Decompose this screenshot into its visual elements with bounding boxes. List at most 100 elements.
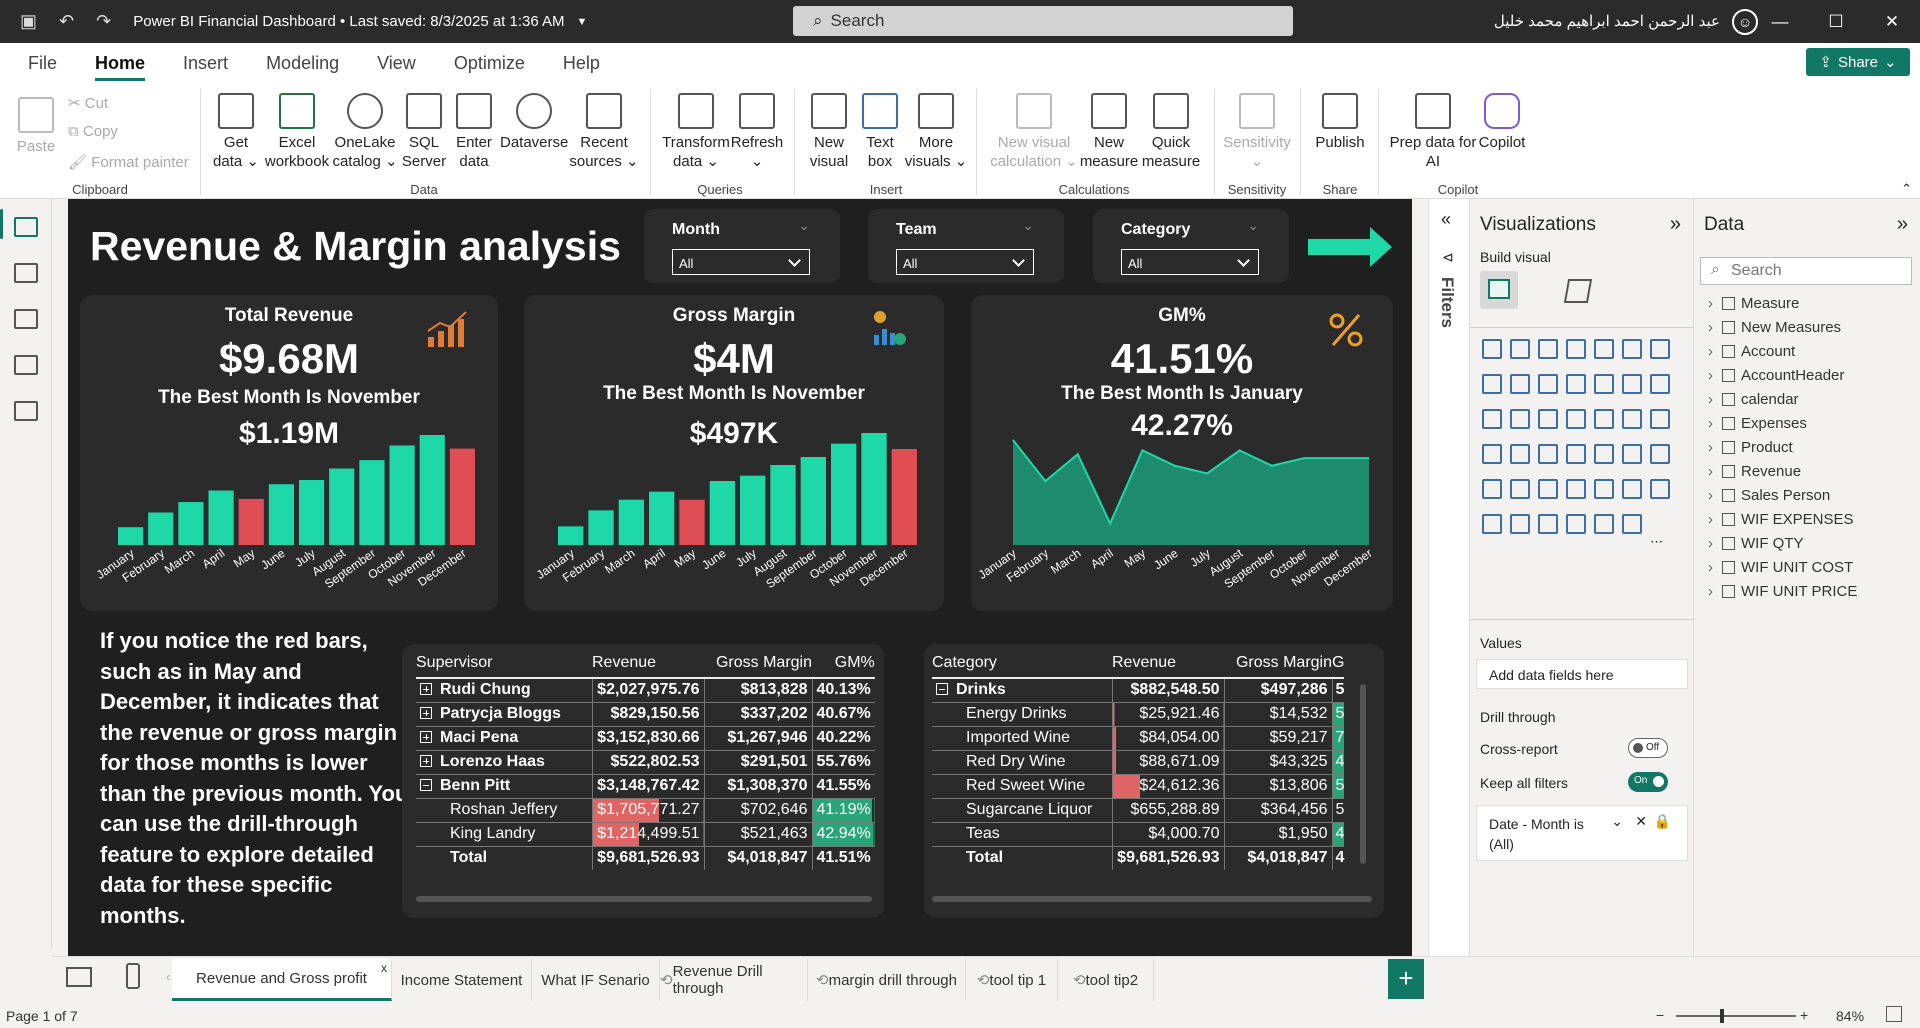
visual-type-icon[interactable] <box>1594 444 1614 464</box>
page-tab[interactable]: ⟲ margin drill through <box>808 959 966 1001</box>
visual-type-icon[interactable] <box>1650 339 1670 359</box>
supervisor-matrix[interactable]: Supervisor Revenue Gross Margin GM% Rudi… <box>402 644 884 918</box>
collapse-pane-icon[interactable]: » <box>1896 213 1908 235</box>
expand-icon[interactable] <box>420 707 432 719</box>
visual-type-icon[interactable] <box>1538 409 1558 429</box>
drill-filter-card[interactable]: Date - Month is (All) ⌄ ✕ 🔒 <box>1476 805 1688 861</box>
cross-report-toggle[interactable]: Off <box>1628 738 1668 758</box>
zoom-out-icon[interactable]: − <box>1656 1007 1665 1023</box>
bar-march[interactable] <box>618 499 644 545</box>
table-row[interactable]: Sugarcane Liquor $655,288.89 $364,456 5 <box>932 798 1345 823</box>
data-table-item[interactable]: Expenses <box>1708 415 1807 432</box>
point-october[interactable] <box>1303 457 1305 459</box>
sql-server-button[interactable]: SQL Server <box>400 93 448 171</box>
visual-type-icon[interactable] <box>1622 479 1642 499</box>
format-painter-button[interactable]: 🖌 Format painter <box>68 153 189 171</box>
table-row[interactable]: Drinks $882,548.50 $497,286 5 <box>932 678 1345 703</box>
bar-october[interactable] <box>389 445 415 545</box>
series-line[interactable] <box>1012 439 1369 526</box>
horizontal-scrollbar[interactable] <box>932 896 1372 902</box>
bar-april[interactable] <box>649 491 675 545</box>
slicer-dropdown[interactable]: All <box>1121 249 1259 275</box>
bar-may[interactable] <box>679 499 705 545</box>
visual-type-icon[interactable] <box>1510 514 1530 534</box>
page-tab[interactable]: What IF Senario <box>532 959 660 1001</box>
point-may[interactable] <box>1141 449 1143 451</box>
visual-type-icon[interactable] <box>1482 374 1502 394</box>
onelake-catalog-button[interactable]: OneLake catalog ⌄ <box>330 93 400 171</box>
col-header[interactable]: Revenue <box>1112 644 1224 679</box>
copilot-button[interactable]: Copilot <box>1470 93 1534 152</box>
copy-button[interactable]: ⧉ Copy <box>68 123 118 140</box>
table-row[interactable]: Red Dry Wine $88,671.09 $43,325 4 <box>932 750 1345 775</box>
visual-type-icon[interactable] <box>1482 339 1502 359</box>
total-revenue-card[interactable]: January February March April May June July Augu… <box>80 295 498 611</box>
visual-type-icon[interactable] <box>1482 409 1502 429</box>
lock-icon[interactable]: 🔒 <box>1653 813 1671 829</box>
bar-july[interactable] <box>740 475 766 545</box>
data-table-item[interactable]: Sales Person <box>1708 487 1830 504</box>
table-row[interactable]: Energy Drinks $25,921.46 $14,532 5 <box>932 702 1345 727</box>
report-canvas[interactable]: Revenue & Margin analysis Month ⌄ All Te… <box>68 199 1412 956</box>
slicer-dropdown[interactable]: All <box>896 249 1034 275</box>
add-page-button[interactable]: + <box>1388 959 1424 999</box>
menu-home[interactable]: Home <box>95 53 146 81</box>
data-table-item[interactable]: WIF UNIT COST <box>1708 559 1853 576</box>
visual-type-icon[interactable] <box>1538 339 1558 359</box>
bar-september[interactable] <box>800 457 826 545</box>
bar-december[interactable] <box>891 449 917 545</box>
chevron-down-icon[interactable]: ⌄ <box>798 217 810 233</box>
excel-workbook-button[interactable]: Excel workbook <box>262 93 332 171</box>
table-row[interactable]: Imported Wine $84,054.00 $59,217 7 <box>932 726 1345 751</box>
collapse-icon[interactable] <box>420 779 432 791</box>
gross-margin-card[interactable]: January February March April May June July Augu… <box>524 295 944 611</box>
chevron-down-icon[interactable]: ⌄ <box>1247 217 1259 233</box>
menu-modeling[interactable]: Modeling <box>266 52 340 73</box>
visual-type-icon[interactable] <box>1594 374 1614 394</box>
fit-to-page-icon[interactable] <box>1886 1006 1902 1022</box>
new-measure-button[interactable]: New measure <box>1078 93 1140 171</box>
visual-type-icon[interactable] <box>1650 479 1670 499</box>
bar-july[interactable] <box>299 480 325 545</box>
bar-december[interactable] <box>449 448 475 545</box>
category-matrix[interactable]: Category Revenue Gross Margin G Drinks $8… <box>924 644 1384 918</box>
col-header[interactable]: Gross Margin <box>1224 644 1332 679</box>
dataverse-button[interactable]: Dataverse <box>500 93 568 152</box>
quick-measure-button[interactable]: Quick measure <box>1140 93 1202 171</box>
bar-may[interactable] <box>238 498 264 545</box>
point-september[interactable] <box>1271 465 1273 467</box>
zoom-in-icon[interactable]: + <box>1800 1007 1809 1023</box>
menu-optimize[interactable]: Optimize <box>453 52 525 73</box>
transform-data-button[interactable]: Transform data ⌄ <box>660 93 732 171</box>
add-fields-well[interactable]: Add data fields here <box>1476 659 1688 689</box>
visual-type-icon[interactable] <box>1594 514 1614 534</box>
page-tab[interactable]: ⟲ tool tip2 <box>1058 959 1154 1001</box>
chevron-down-icon[interactable]: ▼ <box>576 15 588 28</box>
visual-type-icon[interactable] <box>1622 514 1642 534</box>
bar-february[interactable] <box>588 510 614 545</box>
get-data-button[interactable]: Get data ⌄ <box>206 93 266 171</box>
save-icon[interactable]: ▣ <box>20 11 38 31</box>
visual-type-icon[interactable] <box>1482 444 1502 464</box>
visual-type-icon[interactable] <box>1482 514 1502 534</box>
visual-type-icon[interactable] <box>1538 374 1558 394</box>
data-table-item[interactable]: calendar <box>1708 391 1799 408</box>
visual-type-icon[interactable] <box>1538 479 1558 499</box>
table-row[interactable]: Maci Pena $3,152,830.66 $1,267,946 40.22% <box>416 726 875 751</box>
visual-type-icon[interactable]: ⋯ <box>1650 534 1663 549</box>
slicer-team[interactable]: Team ⌄ All <box>868 209 1064 283</box>
visual-type-icon[interactable] <box>1650 444 1670 464</box>
visual-type-icon[interactable] <box>1594 479 1614 499</box>
bar-february[interactable] <box>148 512 174 545</box>
gm-percent-card[interactable]: January February March April May June July Augu… <box>971 295 1393 611</box>
menu-view[interactable]: View <box>377 52 416 73</box>
point-february[interactable] <box>1044 480 1046 482</box>
mobile-layout-icon[interactable] <box>126 963 140 989</box>
table-row[interactable]: Patrycja Bloggs $829,150.56 $337,202 40.67% <box>416 702 875 727</box>
table-row[interactable]: Rudi Chung $2,027,975.76 $813,828 40.13% <box>416 678 875 703</box>
col-header[interactable]: Revenue <box>592 644 704 679</box>
expand-filters-icon[interactable]: « <box>1441 209 1452 229</box>
close-icon[interactable]: ✕ <box>1884 12 1900 31</box>
maximize-icon[interactable]: ☐ <box>1828 12 1844 31</box>
format-visual-icon[interactable] <box>1563 279 1593 303</box>
